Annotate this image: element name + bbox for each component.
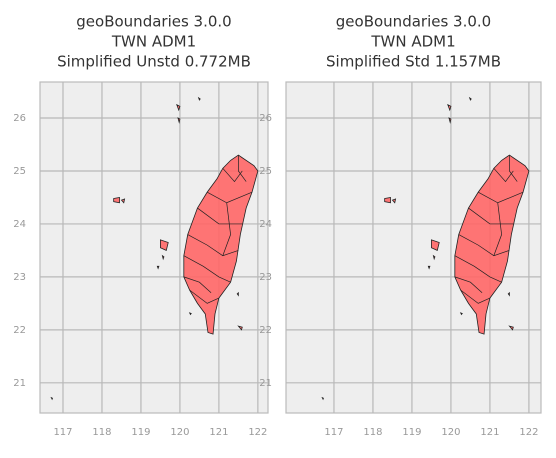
x-tick-label: 121 [480,427,499,438]
title-line: Simplified Unstd 0.772MB [57,53,251,71]
y-tick-label: 26 [259,113,272,124]
x-tick-label: 120 [170,427,189,438]
x-tick-label: 119 [402,427,421,438]
map-panel: geoBoundaries 3.0.0 TWN ADM1 Simplified St… [259,13,542,438]
x-tick-label: 122 [519,427,538,438]
y-tick-label: 26 [13,113,26,124]
x-tick-label: 122 [248,427,267,438]
x-tick-label: 117 [324,427,343,438]
x-tick-label: 120 [441,427,460,438]
x-tick-label: 117 [53,427,72,438]
y-tick-label: 22 [13,325,26,336]
title-line: Simplified Std 1.157MB [326,53,501,71]
y-tick-label: 24 [13,219,26,230]
x-tick-label: 118 [92,427,111,438]
y-tick-label: 22 [259,325,272,336]
y-tick-label: 21 [13,378,26,389]
y-tick-label: 21 [259,378,272,389]
y-tick-label: 23 [259,272,272,283]
title-line: TWN ADM1 [111,33,196,51]
y-tick-label: 25 [13,166,26,177]
x-tick-label: 119 [131,427,150,438]
x-tick-label: 118 [363,427,382,438]
y-tick-label: 25 [259,166,272,177]
title-line: geoBoundaries 3.0.0 [336,13,491,31]
x-tick-label: 121 [209,427,228,438]
title-line: geoBoundaries 3.0.0 [76,13,231,31]
map-panel: geoBoundaries 3.0.0 TWN ADM1 Simplified Un… [13,13,269,438]
y-tick-label: 24 [259,219,272,230]
title-line: TWN ADM1 [370,33,455,51]
y-tick-label: 23 [13,272,26,283]
